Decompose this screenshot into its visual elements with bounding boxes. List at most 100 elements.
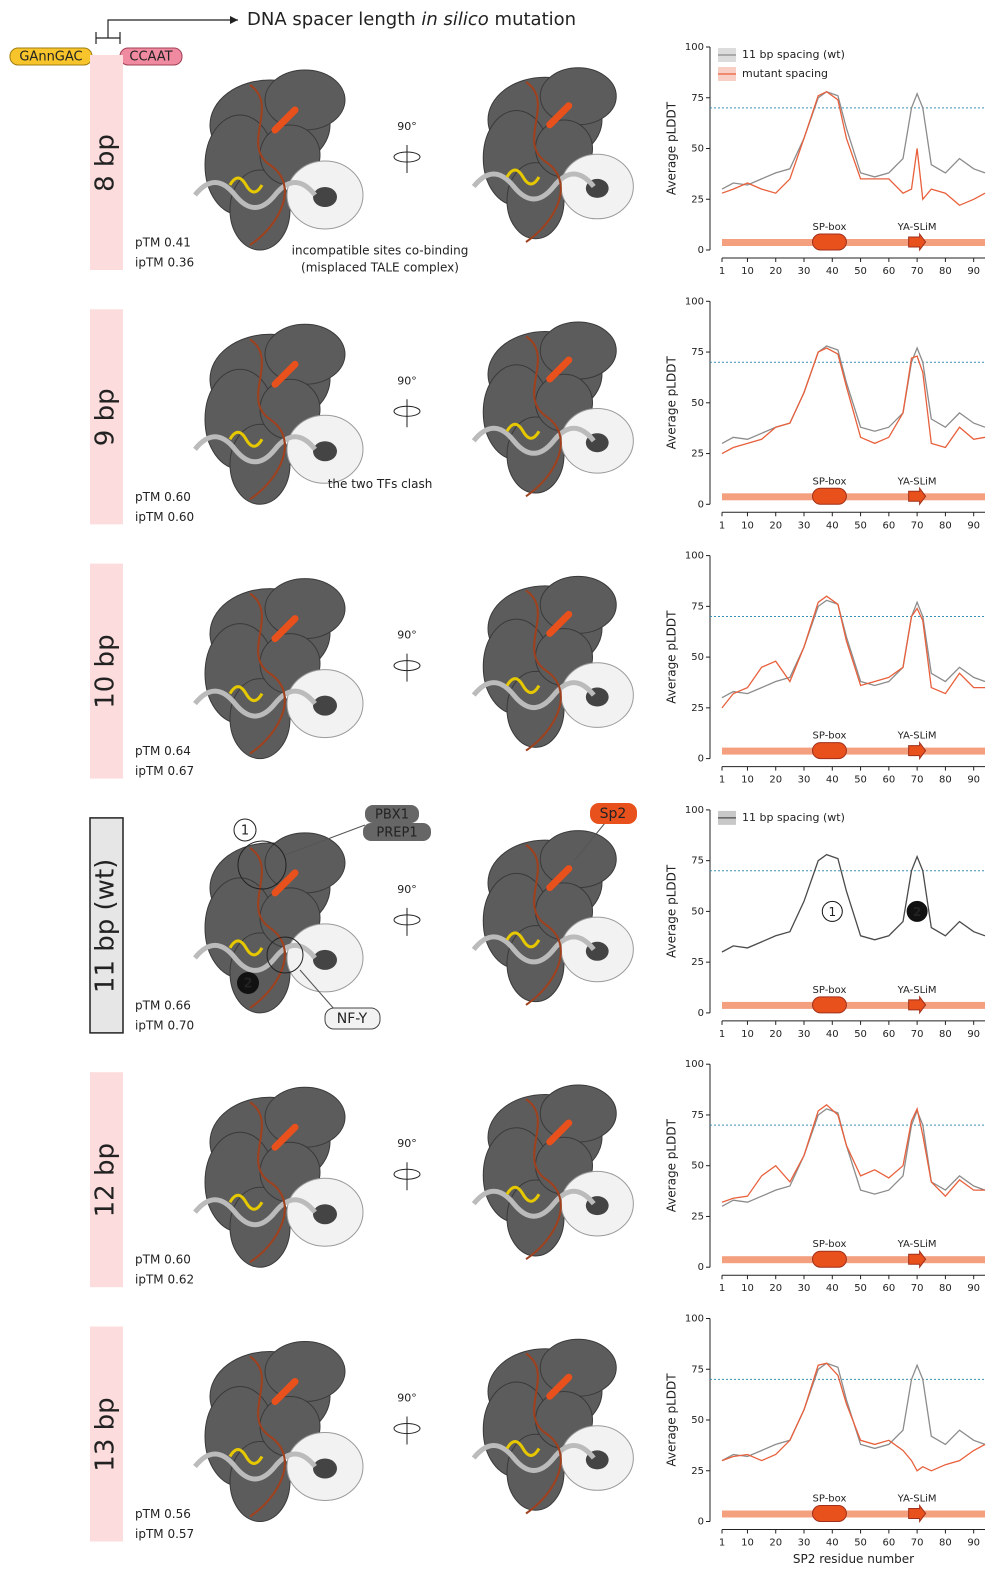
sp2-chain (525, 844, 562, 1006)
helix (228, 1448, 264, 1465)
x-tick-label: 20 (769, 775, 782, 786)
y-tick-label: 100 (685, 1059, 704, 1070)
ptm: pTM 0.60 (135, 490, 191, 504)
y-tick-label: 25 (691, 1211, 704, 1222)
protein-surface (539, 575, 617, 634)
x-tick-label: 70 (911, 775, 924, 786)
y-tick-label: 75 (691, 1110, 704, 1121)
series-line (721, 1362, 986, 1472)
callout-label: Sp2 (600, 806, 627, 822)
sp2-helix (546, 356, 573, 383)
y-tick-label: 0 (698, 245, 704, 256)
structure-note: the two TFs clash (328, 477, 433, 491)
domain-track (722, 1510, 985, 1518)
sp2-chain (525, 1352, 562, 1515)
domain-track (722, 747, 985, 755)
y-axis-title: Average pLDDT (665, 101, 679, 195)
domain-label: SP-box (813, 476, 847, 487)
sp2-chain (249, 1101, 286, 1264)
y-tick-label: 25 (691, 957, 704, 968)
series-line (721, 1103, 985, 1203)
domain-label: YA-SLiM (897, 1239, 937, 1250)
ptm: pTM 0.56 (135, 1507, 191, 1521)
site-circle (237, 840, 287, 890)
y-tick-label: 50 (691, 1161, 704, 1172)
x-tick-label: 30 (798, 520, 811, 531)
x-tick-label: 90 (967, 1538, 980, 1549)
motif-label: GAnnGAC (19, 50, 82, 65)
row-label-box (90, 563, 123, 779)
x-tick-label: 70 (911, 1029, 924, 1040)
domain-track (722, 239, 985, 246)
leader (574, 822, 606, 861)
leader (284, 824, 366, 856)
y-axis-title: Average pLDDT (665, 610, 679, 704)
iptm: ipTM 0.57 (135, 1527, 194, 1541)
x-tick-label: 60 (882, 1029, 895, 1040)
site-circle (266, 936, 304, 974)
domain-label: YA-SLiM (897, 731, 937, 742)
y-tick-label: 0 (698, 1517, 704, 1528)
helix (228, 430, 264, 448)
y-tick-label: 50 (691, 398, 704, 409)
row-label-box (90, 55, 123, 270)
y-axis-title: Average pLDDT (665, 1118, 679, 1212)
chart: 0 25 50 75 100 1 10 20 30 40 50 60 70 80 90 Average pLD… (665, 42, 986, 277)
y-tick-label: 100 (685, 296, 704, 307)
y-tick-label: 0 (698, 1262, 704, 1273)
domain-label: YA-SLiM (897, 476, 937, 487)
protein-surface (229, 1441, 291, 1522)
helix (505, 168, 541, 186)
row: 12 bp pTM 0.60 ipTM 0.62 90° (90, 1072, 634, 1288)
x-tick-label: 40 (826, 266, 839, 277)
chart: 0 25 50 75 100 1 10 20 30 40 50 60 70 80 90 Average pLD… (665, 1314, 986, 1566)
helix (228, 1193, 264, 1211)
x-tick-label: 30 (798, 1538, 811, 1549)
domain-label: SP-box (813, 222, 847, 233)
sp2-helix (546, 865, 573, 892)
ptm: pTM 0.66 (135, 998, 191, 1012)
rotation-label: 90° (397, 1392, 417, 1405)
dna-ribbon (193, 688, 317, 719)
x-tick-label: 70 (911, 520, 924, 531)
sp2-helix (546, 1119, 573, 1146)
domain-label: SP-box (813, 731, 847, 742)
iptm: ipTM 0.67 (135, 764, 194, 778)
x-tick-label: 40 (826, 1538, 839, 1549)
protein-surface (539, 321, 617, 380)
domain-track (722, 1001, 985, 1009)
callout-box (363, 823, 431, 841)
x-axis-title: SP2 residue number (793, 1552, 914, 1566)
spacer-bracket (95, 19, 238, 44)
protein-surface-shadow (313, 695, 337, 716)
x-tick-label: 30 (798, 775, 811, 786)
y-tick-label: 25 (691, 1466, 704, 1477)
x-tick-label: 50 (854, 1538, 867, 1549)
x-tick-label: 1 (719, 266, 725, 277)
site-label: 1 (241, 824, 249, 839)
iptm: ipTM 0.60 (135, 510, 194, 524)
domain (908, 995, 927, 1015)
x-tick-label: 20 (769, 1029, 782, 1040)
y-tick-label: 0 (698, 1008, 704, 1019)
row-label-box (90, 309, 123, 525)
series-line (721, 599, 986, 699)
x-tick-label: 50 (854, 1283, 867, 1294)
chart: 0 25 50 75 100 1 10 20 30 40 50 60 70 80 90 Average pLD… (665, 1059, 986, 1294)
x-tick-label: 80 (939, 1283, 952, 1294)
x-tick-label: 60 (882, 1538, 895, 1549)
x-tick-label: 90 (967, 1283, 980, 1294)
row: 13 bp pTM 0.56 ipTM 0.57 90° (90, 1326, 634, 1542)
x-tick-label: 20 (769, 520, 782, 531)
sp2-chain (249, 847, 286, 1009)
dna-ribbon (471, 171, 596, 202)
helix (505, 677, 541, 695)
x-tick-label: 60 (882, 775, 895, 786)
dna-ribbon (471, 1443, 596, 1473)
caption-italic: in silico (421, 9, 488, 30)
x-tick-label: 10 (741, 1029, 754, 1040)
x-tick-label: 20 (769, 1283, 782, 1294)
y-tick-label: 50 (691, 652, 704, 663)
protein-surface (229, 1186, 291, 1268)
x-tick-label: 50 (854, 266, 867, 277)
